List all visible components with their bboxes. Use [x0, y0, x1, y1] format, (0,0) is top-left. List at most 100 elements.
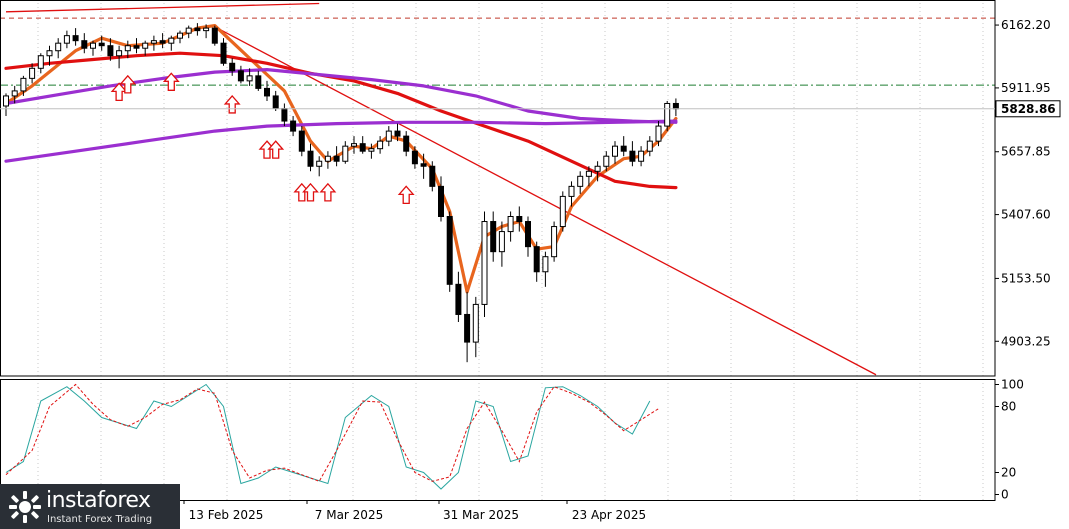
up-arrow-icon	[397, 185, 415, 205]
candle-body	[90, 42, 96, 49]
candle-body	[168, 37, 175, 44]
logo-tagline: Instant Forex Trading	[47, 514, 153, 525]
candle	[377, 136, 384, 154]
time-axis-label: 13 Feb 2025	[189, 508, 264, 522]
candle	[594, 161, 601, 182]
current-price-marker: 5828.86	[0, 100, 1061, 118]
candle	[577, 171, 584, 194]
candle	[664, 100, 671, 132]
candle-body	[29, 67, 36, 79]
candle-body	[385, 130, 392, 142]
candle	[324, 151, 331, 169]
up-arrow-icon	[223, 94, 241, 114]
candle	[603, 151, 610, 172]
candle-body	[394, 130, 401, 137]
candle-body	[446, 216, 453, 285]
candle-body	[142, 42, 149, 49]
candle-body	[498, 231, 505, 253]
candle	[542, 251, 549, 287]
candle-body	[63, 35, 70, 44]
oscillator-axis: 100 80 20 0	[995, 378, 1024, 502]
candle-body	[429, 165, 436, 187]
candle-body	[116, 50, 123, 57]
candle	[438, 176, 444, 222]
candle-body	[229, 62, 236, 72]
candle-body	[3, 95, 9, 107]
price-axis-label: 4903.25	[1001, 334, 1051, 348]
candle	[646, 136, 653, 157]
candle	[237, 65, 244, 84]
candle-body	[464, 313, 471, 343]
candle	[185, 25, 192, 39]
candle	[81, 33, 88, 54]
candle	[177, 30, 183, 44]
instaforex-mark-icon	[9, 491, 41, 523]
candle	[629, 141, 636, 167]
oscillator-axis-label: 0	[1001, 488, 1009, 502]
candle-body	[351, 143, 357, 147]
candle	[142, 40, 149, 56]
trendlines	[5, 2, 877, 376]
logo-name: instaforex	[46, 488, 151, 513]
candle-body	[150, 40, 157, 44]
candle	[490, 211, 497, 262]
up-arrow-icon	[162, 72, 180, 91]
candle-body	[472, 303, 479, 343]
candle-body	[507, 216, 514, 233]
price-axis-label: 6162.20	[1001, 18, 1051, 32]
candle	[351, 136, 357, 154]
candle	[211, 25, 218, 46]
candle-body	[281, 107, 288, 122]
time-axis-label: 31 Mar 2025	[443, 508, 519, 522]
candle-body	[81, 40, 88, 49]
price-axis-label: 5911.95	[1001, 81, 1051, 95]
candle-body	[272, 95, 279, 109]
candle	[446, 211, 453, 292]
candle	[98, 35, 105, 51]
candle	[455, 271, 462, 322]
candle-body	[655, 125, 662, 142]
up-arrow-icon	[319, 182, 337, 202]
candle	[568, 181, 575, 207]
candle-body	[264, 87, 270, 97]
candle-body	[203, 27, 210, 32]
candle-body	[237, 70, 244, 82]
signal-arrows	[110, 72, 415, 205]
candle	[46, 45, 53, 66]
price-axis-label: 5153.50	[1001, 271, 1051, 285]
candle	[342, 141, 349, 164]
candle	[90, 40, 96, 56]
candle	[133, 38, 140, 54]
candle-body	[420, 163, 427, 167]
candle	[290, 116, 297, 137]
candle-body	[177, 32, 183, 39]
price-axis-label: 5407.60	[1001, 208, 1051, 222]
candle	[464, 291, 471, 363]
candle	[516, 206, 523, 232]
candle	[255, 70, 262, 91]
candle	[264, 80, 270, 101]
candle-body	[629, 150, 636, 162]
candle-body	[490, 221, 497, 253]
candle-body	[220, 42, 227, 64]
candle	[638, 146, 645, 167]
oscillator-axis-label: 20	[1001, 466, 1016, 480]
candle-body	[159, 40, 166, 44]
candle	[107, 38, 114, 61]
candle-body	[98, 42, 105, 47]
time-axis-label: 7 Mar 2025	[315, 508, 383, 522]
candle-body	[438, 185, 444, 218]
candle-body	[107, 45, 114, 57]
candle-body	[55, 42, 62, 52]
candle-body	[542, 256, 549, 273]
chart-frames	[0, 0, 996, 501]
oscillator-pane-frame	[0, 379, 996, 501]
time-axis: 13 Feb 2025 7 Mar 2025 31 Mar 2025 23 Apr 2…	[183, 500, 646, 522]
up-arrow-icon	[267, 140, 285, 159]
candle-body	[377, 140, 384, 150]
candle	[124, 40, 131, 59]
candle-body	[185, 27, 192, 34]
candle	[385, 126, 392, 147]
oscillator-axis-label: 100	[1001, 378, 1024, 392]
